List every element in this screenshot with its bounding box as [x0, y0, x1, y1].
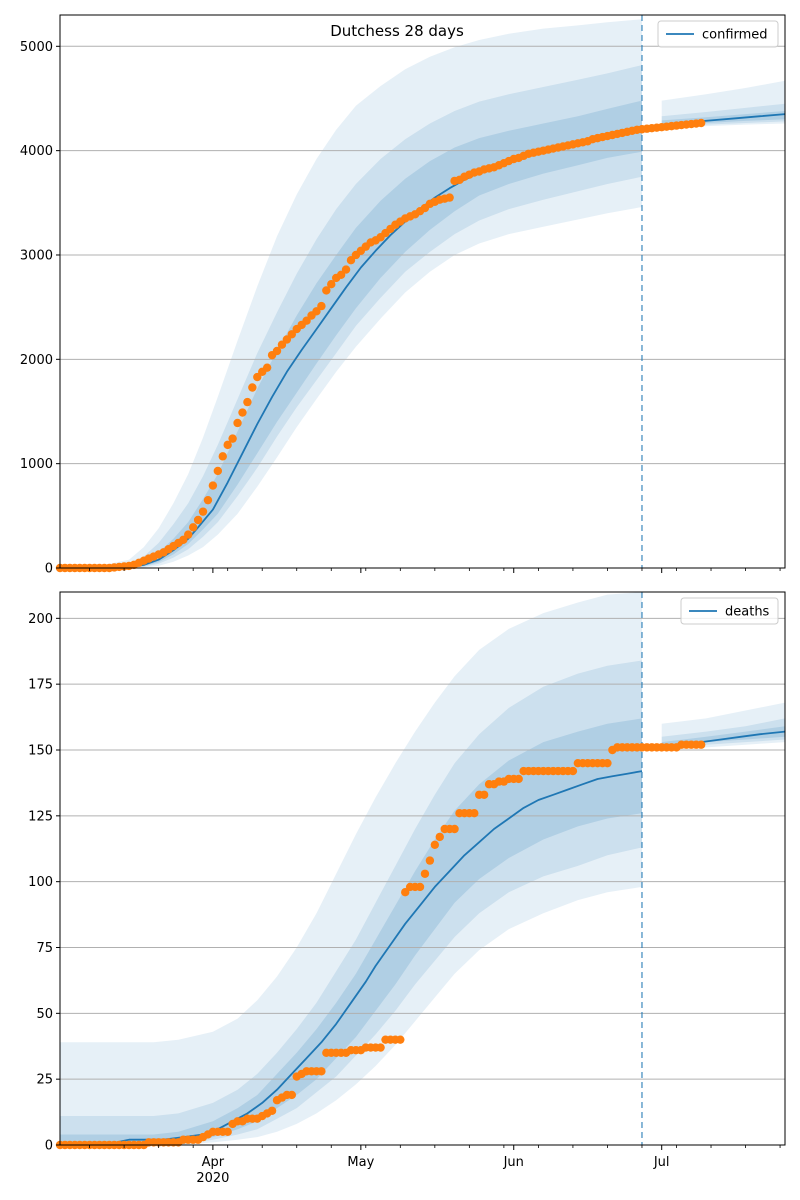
y-tick-label: 0: [45, 562, 53, 577]
observed-point: [272, 346, 282, 356]
observed-point: [450, 824, 459, 834]
y-tick-label: 75: [36, 941, 53, 956]
y-tick-label: 1000: [20, 457, 53, 472]
observed-point: [184, 530, 193, 539]
observed-point: [470, 809, 479, 818]
y-tick-label: 2000: [20, 353, 53, 368]
observed-point: [218, 452, 227, 461]
uncertainty-band-outer-forecast: [661, 702, 785, 750]
observed-point: [317, 301, 326, 311]
x-tick-year-label: 2020: [196, 1171, 229, 1186]
observed-point: [282, 335, 292, 344]
observed-point: [223, 1127, 232, 1137]
y-tick-label: 25: [36, 1073, 53, 1088]
observed-point: [312, 307, 321, 316]
observed-point: [253, 372, 262, 382]
observed-point: [223, 440, 232, 450]
observed-point: [568, 766, 578, 776]
x-tick-label: Jul: [653, 1155, 670, 1170]
uncertainty-band-middle: [60, 65, 642, 568]
observed-point: [277, 340, 287, 349]
confirmed-observed-points: [55, 118, 706, 573]
observed-point: [267, 1106, 277, 1115]
y-tick-label: 5000: [20, 40, 53, 55]
legend-label-confirmed: confirmed: [702, 28, 768, 43]
observed-point: [514, 774, 523, 784]
observed-point: [341, 265, 351, 274]
uncertainty-band-inner: [60, 100, 642, 568]
observed-point: [233, 418, 242, 428]
y-tick-label: 50: [36, 1007, 53, 1022]
x-tick-label: Jun: [503, 1155, 524, 1170]
observed-point: [420, 869, 430, 878]
observed-point: [435, 832, 444, 842]
observed-point: [603, 758, 612, 768]
uncertainty-band-inner: [60, 718, 642, 1145]
observed-point: [425, 856, 435, 865]
uncertainty-band-outer: [60, 19, 642, 568]
y-tick-label: 100: [28, 875, 53, 890]
observed-point: [696, 118, 706, 128]
observed-point: [198, 507, 208, 516]
chart-title: Dutchess 28 days: [330, 22, 464, 40]
observed-point: [445, 193, 454, 202]
deaths-plot-frame: [59, 591, 786, 1146]
observed-point: [430, 840, 440, 849]
deaths-legend: deaths: [680, 597, 779, 625]
observed-point: [213, 466, 223, 476]
observed-point: [302, 316, 311, 325]
observed-point: [287, 1090, 297, 1100]
observed-point: [203, 495, 213, 505]
observed-point: [401, 888, 410, 897]
confirmed-panel: 0 1000 2000 3000 4000 5000 Dutchess 28 days c…: [20, 14, 786, 577]
observed-point: [336, 270, 346, 280]
observed-point: [317, 1067, 326, 1076]
legend-box: [657, 20, 779, 48]
deaths-y-axis: 0 25 50 75 100 125 150 175 200: [28, 612, 60, 1154]
y-tick-label: 3000: [20, 248, 53, 263]
observed-point: [322, 286, 331, 295]
observed-point: [238, 408, 247, 417]
observed-point: [287, 330, 297, 339]
observed-point: [696, 740, 706, 749]
y-tick-label: 150: [28, 744, 53, 759]
observed-point: [228, 434, 237, 443]
legend-box: [680, 597, 779, 625]
observed-point: [415, 882, 425, 892]
confirmed-plot-frame: [59, 14, 786, 569]
observed-point: [179, 535, 188, 545]
x-tick-label: May: [347, 1155, 374, 1170]
y-tick-label: 125: [28, 809, 53, 824]
y-tick-label: 4000: [20, 144, 53, 159]
legend-label-deaths: deaths: [725, 605, 770, 620]
confirmed-legend: confirmed: [657, 20, 779, 48]
confirmed-y-axis: 0 1000 2000 3000 4000 5000: [20, 40, 60, 577]
observed-point: [327, 279, 336, 289]
y-tick-label: 200: [28, 612, 53, 627]
observed-point: [208, 481, 218, 490]
observed-point: [376, 1043, 385, 1052]
observed-point: [193, 515, 203, 525]
observed-point: [248, 383, 257, 392]
confirmed-x-axis: [89, 568, 781, 573]
observed-point: [262, 363, 272, 372]
observed-point: [346, 255, 356, 265]
uncertainty-band-outer: [60, 592, 642, 1145]
observed-point: [188, 523, 198, 532]
observed-point: [243, 397, 252, 407]
observed-point: [479, 790, 489, 799]
observed-point: [396, 1035, 405, 1044]
y-tick-label: 0: [45, 1139, 53, 1154]
y-tick-label: 175: [28, 678, 53, 693]
x-tick-label: Apr: [202, 1155, 225, 1170]
